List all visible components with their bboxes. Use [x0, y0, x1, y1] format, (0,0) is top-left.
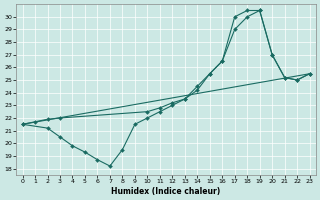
X-axis label: Humidex (Indice chaleur): Humidex (Indice chaleur) — [111, 187, 221, 196]
